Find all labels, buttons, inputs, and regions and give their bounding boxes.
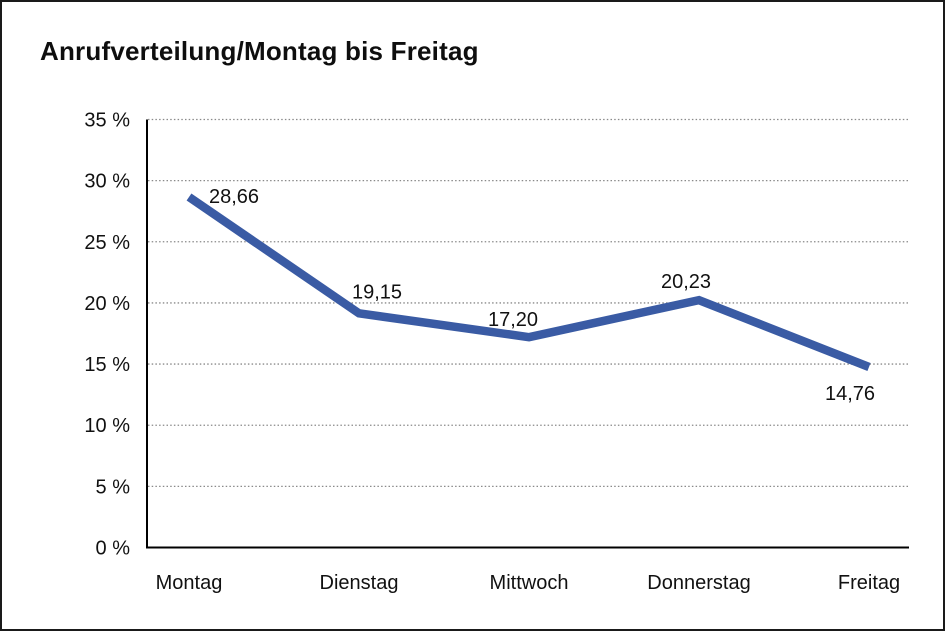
y-tick-label: 5 % <box>96 476 131 498</box>
chart-title: Anrufverteilung/Montag bis Freitag <box>40 36 479 66</box>
data-point-label: 17,20 <box>488 309 538 331</box>
x-category-label: Freitag <box>838 572 900 594</box>
data-point-label: 20,23 <box>661 271 711 293</box>
x-category-label: Montag <box>156 572 223 594</box>
y-tick-label: 20 % <box>84 293 130 315</box>
y-tick-label: 0 % <box>96 538 131 560</box>
data-point-label: 14,76 <box>825 383 875 405</box>
y-tick-label: 35 % <box>84 110 130 132</box>
x-category-label: Donnerstag <box>647 572 750 594</box>
y-tick-label: 15 % <box>84 354 130 376</box>
y-tick-label: 30 % <box>84 171 130 193</box>
y-tick-label: 25 % <box>84 232 130 254</box>
x-category-label: Dienstag <box>320 572 399 594</box>
data-line <box>186 193 871 371</box>
y-tick-label: 10 % <box>84 415 130 437</box>
data-point-label: 28,66 <box>209 186 259 208</box>
data-point-label: 19,15 <box>352 281 402 303</box>
x-category-label: Mittwoch <box>490 572 569 594</box>
